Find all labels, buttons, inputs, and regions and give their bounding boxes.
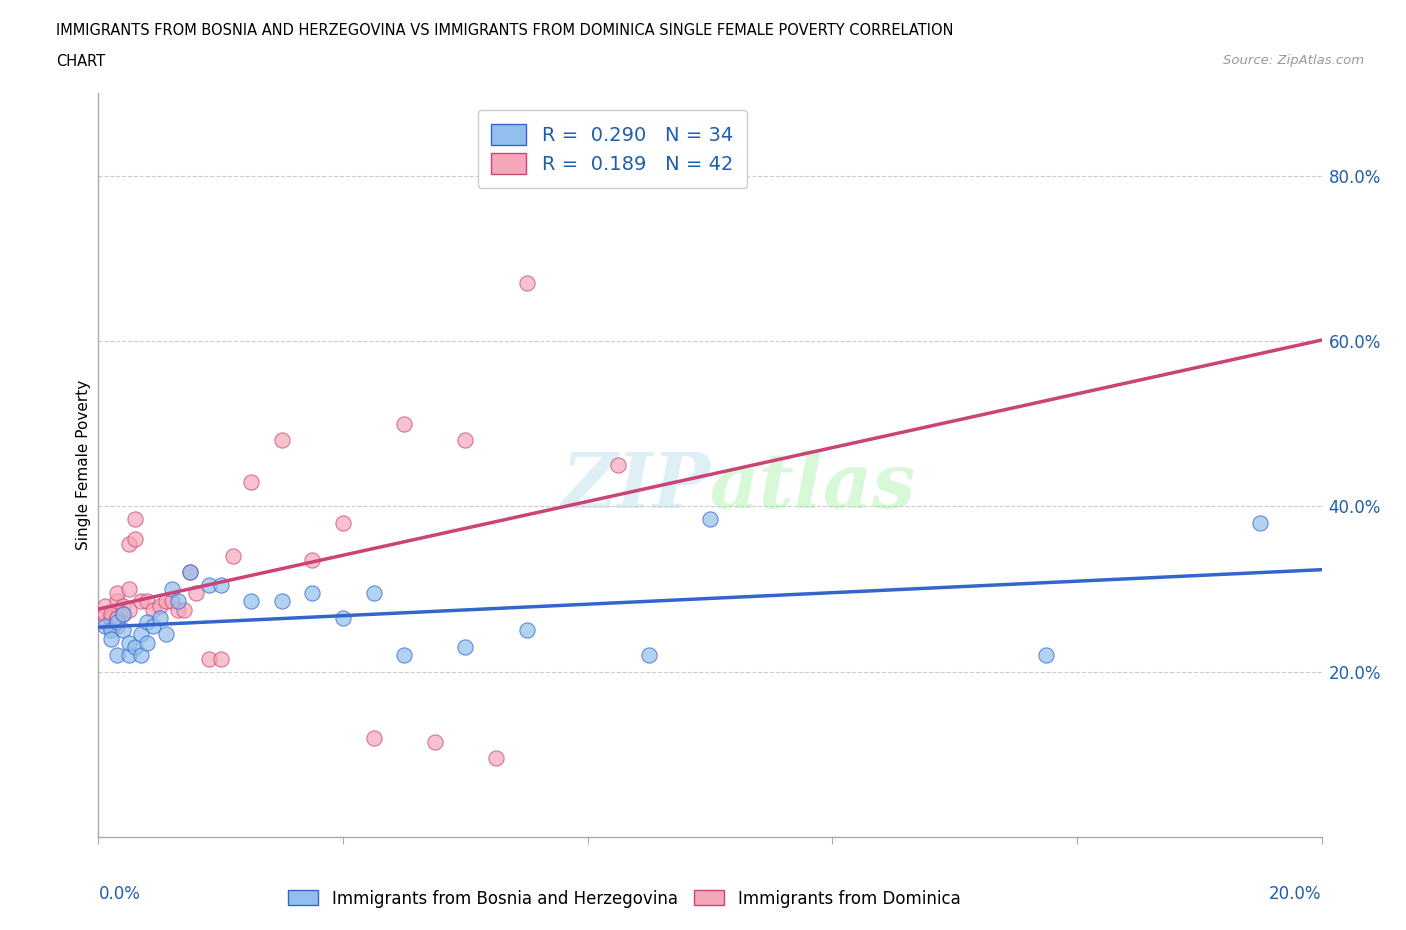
Point (100, 623, 122, 638)
Point (105, 594, 128, 609)
Point (167, 594, 190, 609)
Point (363, 730, 385, 745)
Point (105, 618, 128, 633)
Text: 0.0%: 0.0% (98, 885, 141, 903)
Point (105, 615, 128, 630)
Point (423, 735, 446, 750)
Point (149, 610, 172, 625)
Point (209, 652, 232, 667)
Text: ZIP: ZIP (561, 450, 710, 525)
Point (270, 594, 292, 609)
Text: 20.0%: 20.0% (1270, 885, 1322, 903)
Point (93, 598, 115, 613)
Point (100, 631, 122, 646)
Point (240, 474, 263, 489)
Point (124, 532, 146, 547)
Text: atlas: atlas (710, 450, 917, 525)
Point (155, 594, 177, 609)
Point (607, 458, 630, 472)
Point (301, 586, 323, 601)
Point (136, 594, 159, 609)
Point (105, 586, 128, 601)
Point (179, 565, 201, 580)
Point (124, 512, 146, 526)
Point (136, 615, 159, 630)
Point (454, 640, 477, 655)
Point (270, 432, 292, 447)
Point (93, 618, 115, 633)
Point (332, 515, 354, 530)
Point (105, 610, 128, 625)
Point (240, 594, 263, 609)
Point (301, 552, 323, 567)
Point (142, 618, 165, 633)
Point (516, 275, 538, 290)
Point (124, 640, 146, 655)
Point (118, 635, 141, 650)
Point (173, 603, 195, 618)
Point (100, 610, 122, 625)
Legend: Immigrants from Bosnia and Herzegovina, Immigrants from Dominica: Immigrants from Bosnia and Herzegovina, … (281, 883, 967, 914)
Point (179, 565, 201, 580)
Point (136, 635, 159, 650)
Point (100, 606, 122, 621)
Text: IMMIGRANTS FROM BOSNIA AND HERZEGOVINA VS IMMIGRANTS FROM DOMINICA SINGLE FEMALE: IMMIGRANTS FROM BOSNIA AND HERZEGOVINA V… (56, 23, 953, 38)
Point (142, 603, 165, 618)
Point (118, 603, 141, 618)
Point (1249, 515, 1271, 530)
Point (197, 578, 219, 592)
Point (129, 594, 152, 609)
Point (93, 606, 115, 621)
Point (392, 417, 416, 432)
Point (118, 647, 141, 662)
Text: CHART: CHART (56, 54, 105, 69)
Point (485, 751, 508, 766)
Point (1035, 647, 1057, 662)
Point (332, 610, 354, 625)
Point (516, 623, 538, 638)
Point (118, 536, 141, 551)
Y-axis label: Single Female Poverty: Single Female Poverty (76, 379, 91, 551)
Point (222, 549, 245, 564)
Point (129, 627, 152, 642)
Point (167, 603, 190, 618)
Point (392, 647, 416, 662)
Point (637, 647, 661, 662)
Point (155, 627, 177, 642)
Point (105, 610, 128, 625)
Point (186, 586, 208, 601)
Point (454, 432, 477, 447)
Point (111, 606, 134, 621)
Point (100, 618, 122, 633)
Point (197, 652, 219, 667)
Point (363, 586, 385, 601)
Point (129, 647, 152, 662)
Point (111, 598, 134, 613)
Point (209, 578, 232, 592)
Point (149, 598, 172, 613)
Point (111, 606, 134, 621)
Text: Source: ZipAtlas.com: Source: ZipAtlas.com (1223, 54, 1364, 67)
Point (160, 581, 183, 596)
Point (93, 615, 115, 630)
Point (111, 623, 134, 638)
Point (118, 581, 141, 596)
Point (160, 594, 183, 609)
Point (105, 647, 128, 662)
Point (699, 512, 721, 526)
